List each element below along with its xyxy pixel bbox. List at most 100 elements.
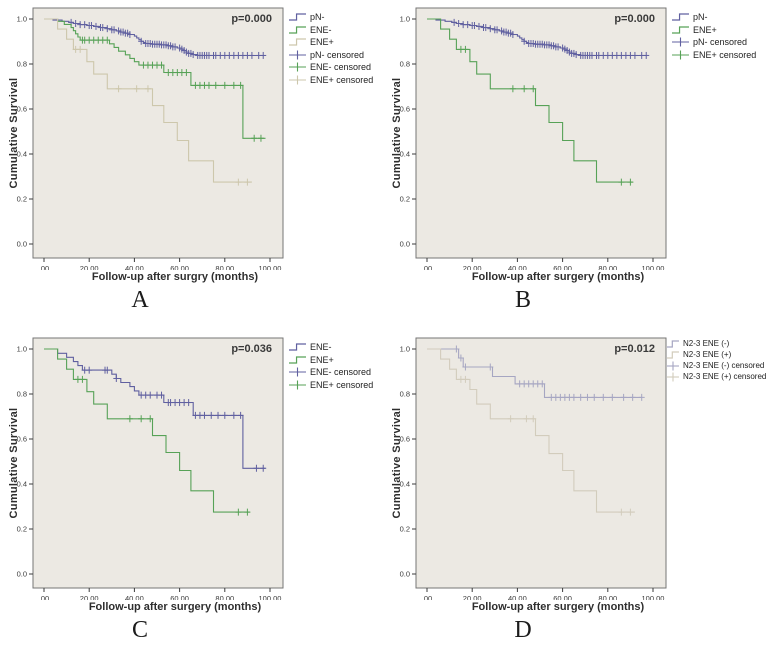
x-tick-label: .00 [422,264,432,270]
x-tick-label: 80.00 [215,594,234,600]
x-tick-label: .00 [39,594,49,600]
legend-item: ENE- censored [288,366,373,379]
censor-marks-pn- [451,18,650,59]
x-tick-label: 100.00 [259,264,282,270]
x-tick-label: 60.00 [170,264,189,270]
x-axis-title: Follow-up after surgery (months) [471,271,645,283]
y-tick-label: 0.8 [400,60,410,69]
panel-c: .00 20.00 40.00 60.00 80.00 100.00 0.0 0.2 0.4 0.… [0,330,383,658]
y-tick-label: 0.4 [17,480,27,489]
step-line [667,350,679,359]
legend-censor-glyph [672,50,689,60]
plot-area [32,7,284,259]
step-line [289,356,306,364]
legend-censor-glyph [289,367,306,377]
legend-item-label: ENE+ censored [310,74,374,85]
legend-line-glyph [667,339,679,348]
panel-letter: D [514,617,532,643]
legend-item: ENE+ censored [671,49,756,62]
y-tick-label: 0.2 [400,525,410,534]
step-line [289,38,306,46]
y-tick-label: 0.0 [17,240,27,249]
y-tick-label: 1.0 [17,345,27,354]
censor-marks-ene+ [457,45,634,186]
legend-item: ENE- [288,24,373,37]
legend-line-glyph [289,343,306,351]
y-tick-label: 0.6 [400,105,410,114]
legend-line-glyph [289,13,306,21]
y-tick-label: 0.4 [400,480,410,489]
legend-line-glyph [672,26,689,34]
x-tick-label: 100.00 [642,594,665,600]
legend-item-label: ENE+ censored [310,379,374,390]
legend-item: ENE- [288,341,373,354]
y-axis-title: Cumulative Survival [8,77,20,189]
censor-marks-ene+ [72,45,251,186]
legend-item: pN- censored [288,49,373,62]
y-tick-label: 0.8 [17,390,27,399]
legend-item: N2-3 ENE (-) [666,338,766,349]
x-tick-label: 100.00 [642,264,665,270]
legend-censor-glyph [667,372,679,381]
p-value-label: p=0.036 [231,343,272,355]
step-line [672,13,689,21]
survival-chart-a: .00 20.00 40.00 60.00 80.00 100.00 0.0 0.2 0.4 0.… [17,7,284,270]
legend-item-label: pN- [693,12,708,23]
legend-item-label: N2-3 ENE (+) [683,350,732,359]
legend-item-label: pN- censored [693,37,748,48]
y-tick-label: 1.0 [17,15,27,24]
p-value-label: p=0.012 [614,343,655,355]
y-tick-label: 1.0 [400,15,410,24]
x-tick-label: 60.00 [170,594,189,600]
y-axis-title: Cumulative Survival [8,407,20,519]
legend-item-label: ENE+ censored [693,49,757,60]
legend-item: ENE+ [671,24,756,37]
y-tick-label: 0.4 [17,150,27,159]
x-tick-label: 40.00 [125,264,144,270]
step-line [672,26,689,34]
legend-line-glyph [667,350,679,359]
legend-item-label: N2-3 ENE (-) [683,339,730,348]
legend-censor-glyph [289,50,306,60]
y-tick-label: 0.8 [17,60,27,69]
legend: ENE- ENE+ ENE- censored ENE+ censored [288,341,373,391]
y-tick-label: 0.0 [17,570,27,579]
x-tick-label: 60.00 [553,594,572,600]
survival-chart-d: .00 20.00 40.00 60.00 80.00 100.00 0.0 0.2 0.4 0.… [400,337,667,600]
legend-censor-glyph [289,62,306,72]
legend-censor-glyph [672,37,689,47]
survival-curve-ene+ [427,18,633,183]
x-tick-label: 100.00 [259,594,282,600]
x-axis-title: Follow-up after surgery (months) [88,601,262,613]
censor-marks-pn- [68,18,267,59]
x-tick-label: 20.00 [463,264,482,270]
censor-marks-ene- [79,36,264,142]
survival-curve-ene+ [44,348,250,513]
y-axis-title: Cumulative Survival [391,407,403,519]
step-line [289,26,306,34]
legend-item: pN- [288,11,373,24]
step-line [289,13,306,21]
y-tick-label: 0.6 [17,435,27,444]
x-tick-label: 20.00 [80,594,99,600]
legend-item: N2-3 ENE (-) censored [666,360,766,371]
legend-item: ENE+ censored [288,74,373,87]
legend-item-label: ENE- [310,342,332,353]
y-tick-label: 0.8 [400,390,410,399]
survival-curve-n2-3-ene-(-) [427,348,642,398]
legend-item: ENE+ [288,354,373,367]
y-tick-label: 1.0 [400,345,410,354]
legend-line-glyph [289,38,306,46]
legend-censor-glyph [289,75,306,85]
y-tick-label: 0.4 [400,150,410,159]
legend-censor-glyph [289,380,306,390]
censor-marks-ene+ [74,375,251,516]
step-line [667,339,679,348]
x-tick-label: 20.00 [463,594,482,600]
x-tick-label: 80.00 [215,264,234,270]
legend-item: pN- [671,11,756,24]
legend-item-label: ENE- censored [310,367,372,378]
x-tick-label: 40.00 [508,264,527,270]
panel-letter: A [131,287,149,313]
y-tick-label: 0.6 [400,435,410,444]
